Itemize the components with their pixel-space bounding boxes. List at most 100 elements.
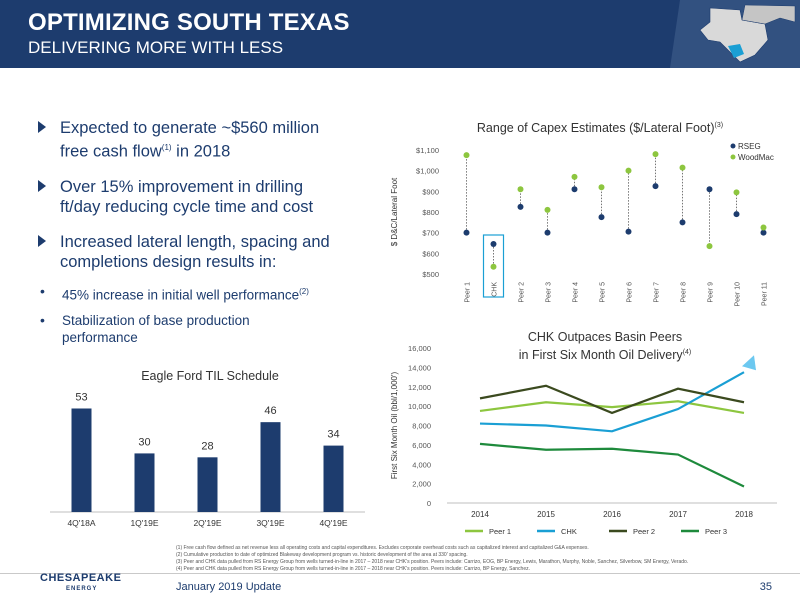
range-chart-xtick: Peer 11: [762, 282, 769, 306]
line-chart-xtick: 2018: [735, 510, 753, 519]
range-point-woodmac: [652, 151, 659, 158]
range-chart-xtick: Peer 4: [573, 282, 580, 303]
range-chart-xtick: Peer 1: [465, 282, 472, 303]
bar: [197, 457, 218, 512]
legend-marker: [730, 143, 736, 149]
line-chart-ytick: 14,000: [408, 363, 431, 372]
line-chart-ytick: 2,000: [412, 480, 431, 489]
range-point-woodmac: [760, 224, 767, 231]
range-chart-xtick: Peer 9: [708, 282, 715, 303]
range-chart-ytick: $900: [422, 187, 439, 196]
range-chart-xtick: Peer 5: [600, 282, 607, 303]
range-chart-ytick: $800: [422, 208, 439, 217]
bar-value-label: 34: [327, 429, 339, 441]
legend-label: Peer 2: [633, 527, 655, 536]
chk-trend-arrow-icon: [742, 355, 756, 371]
line-chart-ylabel: First Six Month Oil (bbl/1,000'): [390, 371, 399, 479]
line-chart-xtick: 2015: [537, 510, 555, 519]
bar-category-label: 3Q'19E: [256, 518, 284, 528]
range-point-rseg: [490, 241, 497, 248]
arrow-bullet-icon: [38, 179, 46, 192]
line-series-peer-2: [479, 384, 745, 415]
range-point-rseg: [571, 186, 578, 193]
line-chart-ytick: 0: [427, 499, 431, 508]
bullet-lateral-length: Increased lateral length, spacing and co…: [38, 232, 368, 272]
footnote: (3) Peer and CHK data pulled from RS Ene…: [176, 559, 689, 565]
dot-bullet-icon: •: [40, 312, 45, 328]
legend-label: RSEG: [738, 142, 761, 151]
line-chart-title: CHK Outpaces Basin Peers in First Six Mo…: [518, 330, 692, 363]
range-point-rseg: [733, 211, 740, 218]
page-subtitle: DELIVERING MORE WITH LESS: [28, 38, 284, 57]
line-chart-ytick: 12,000: [408, 383, 431, 392]
bar: [71, 408, 92, 512]
bullet-free-cash-flow: Expected to generate ~$560 million free …: [38, 118, 368, 162]
bar-category-label: 4Q'19E: [319, 518, 347, 528]
range-point-rseg: [652, 183, 659, 190]
range-point-woodmac: [625, 167, 632, 174]
range-point-woodmac: [517, 186, 524, 193]
line-chart-xtick: 2016: [603, 510, 621, 519]
range-chart-xtick: Peer 3: [546, 282, 553, 303]
range-point-rseg: [706, 186, 713, 193]
legend-label: Peer 1: [489, 527, 511, 536]
range-point-woodmac: [490, 263, 497, 270]
page-number: 35: [759, 581, 772, 593]
line-series-peer-3: [479, 442, 745, 488]
range-chart-ytick: $700: [422, 229, 439, 238]
range-chart-xtick: Peer 6: [627, 282, 634, 303]
company-logo-sub: ENERGY: [66, 586, 98, 592]
range-chart-xtick: Peer 8: [681, 282, 688, 303]
footnote: (4) Peer and CHK data pulled from RS Ene…: [176, 566, 531, 572]
bar: [134, 453, 155, 512]
range-point-woodmac: [598, 184, 605, 191]
range-chart-xtick: Peer 2: [519, 282, 526, 303]
range-point-rseg: [463, 229, 470, 236]
key-points: Expected to generate ~$560 million free …: [38, 118, 368, 355]
line-chart-ytick: 16,000: [408, 344, 431, 353]
bar-chart-title: Eagle Ford TIL Schedule: [141, 369, 279, 383]
range-chart-xtick: Peer 7: [654, 282, 661, 303]
range-chart-ytick: $600: [422, 249, 439, 258]
bullet-drilling: Over 15% improvement in drilling ft/day …: [38, 177, 368, 217]
footnote: (2) Cumulative production to date of opt…: [176, 552, 468, 558]
legend-label: Peer 3: [705, 527, 727, 536]
footnote: (1) Free cash flow defined as net revenu…: [176, 545, 589, 551]
footer-divider: [0, 573, 800, 574]
bar-category-label: 2Q'19E: [193, 518, 221, 528]
line-chart-xtick: 2014: [471, 510, 489, 519]
page-title: OPTIMIZING SOUTH TEXAS: [28, 9, 350, 36]
bar: [260, 422, 281, 512]
range-point-rseg: [625, 228, 632, 235]
range-point-woodmac: [544, 206, 551, 213]
arrow-bullet-icon: [38, 121, 46, 133]
range-point-woodmac: [733, 189, 740, 196]
legend-label: CHK: [561, 527, 577, 536]
company-logo: CHESAPEAKE: [40, 572, 122, 584]
range-chart-xtick: CHK: [492, 282, 499, 297]
bar-value-label: 30: [138, 436, 150, 448]
range-chart-title: Range of Capex Estimates ($/Lateral Foot…: [476, 121, 724, 136]
footer-date: January 2019 Update: [176, 581, 282, 593]
bar-chart: 53 4Q'18A 30 1Q'19E 28 2Q'19E 46 3Q'19E 34 4Q'19E: [50, 391, 365, 528]
sub-bullets: • 45% increase in initial well performan…: [38, 283, 368, 347]
range-point-woodmac: [679, 164, 686, 171]
range-chart-ytick: $500: [422, 270, 439, 279]
bar-category-label: 1Q'19E: [130, 518, 158, 528]
line-chart-ytick: 6,000: [412, 441, 431, 450]
range-point-rseg: [598, 214, 605, 221]
bar-value-label: 53: [75, 391, 87, 403]
line-chart-ytick: 10,000: [408, 402, 431, 411]
line-chart-ytick: 8,000: [412, 422, 431, 431]
legend-marker: [730, 154, 736, 160]
chk-highlight-box: [482, 234, 505, 298]
bar-category-label: 4Q'18A: [67, 518, 95, 528]
range-chart-ytick: $1,000: [416, 167, 439, 176]
footnotes: (1) Free cash flow defined as net revenu…: [176, 545, 776, 573]
range-point-woodmac: [706, 243, 713, 250]
line-chart-xtick: 2017: [669, 510, 687, 519]
line-chart: First Six Month Oil (bbl/1,000') 0 2,000 4,…: [390, 344, 777, 536]
range-chart-ylabel: $ D&C/Lateral Foot: [390, 177, 399, 246]
legend-label: WoodMac: [738, 153, 774, 162]
line-chart-ytick: 4,000: [412, 460, 431, 469]
